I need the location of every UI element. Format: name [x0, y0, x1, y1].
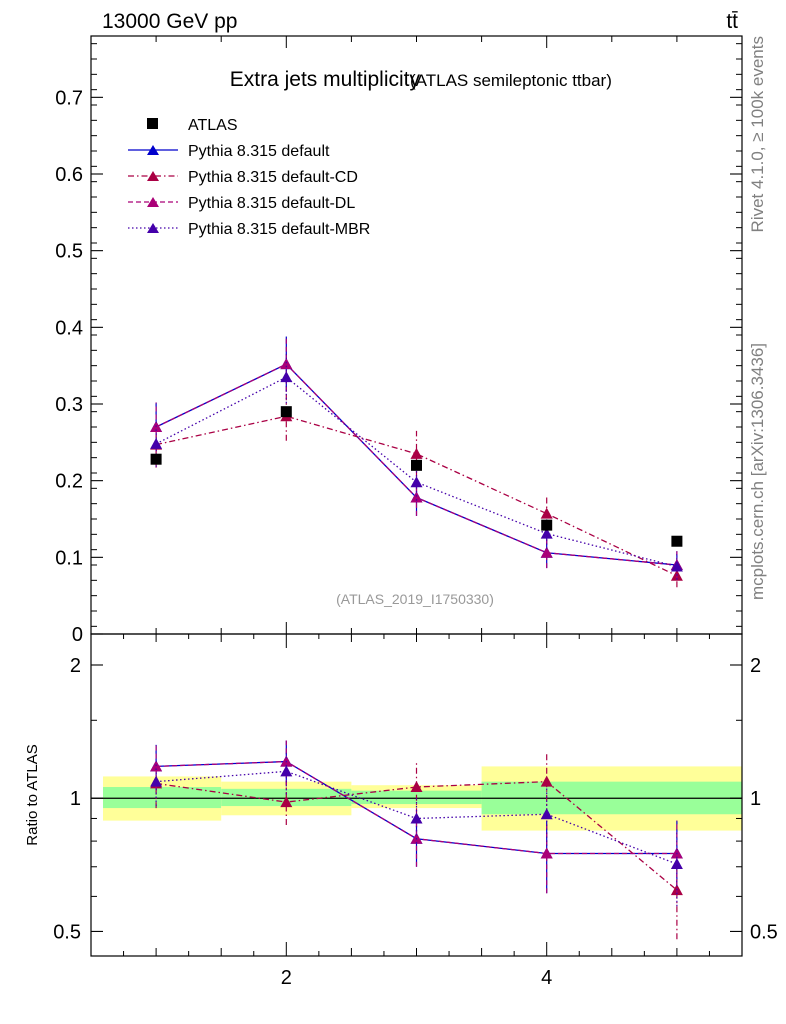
- ratio-ytick-label-right: 2: [750, 655, 761, 677]
- ratio-point-cd: [540, 775, 553, 787]
- main-point-mbr: [280, 371, 293, 383]
- main-ytick-label: 0: [72, 624, 83, 646]
- atlas-data-point: [150, 453, 162, 465]
- analysis-watermark: (ATLAS_2019_I1750330): [336, 591, 494, 607]
- main-point-dl: [540, 546, 553, 558]
- legend-label-cd: Pythia 8.315 default-CD: [188, 169, 358, 186]
- legend-label-mbr: Pythia 8.315 default-MBR: [188, 221, 370, 238]
- ratio-ytick-label-left: 1: [70, 788, 81, 810]
- main-ytick-label: 0.3: [55, 394, 83, 416]
- ratio-point-cd: [280, 796, 293, 808]
- plot-title: Extra jets multiplicity: [230, 68, 421, 91]
- ratio-band-inner: [103, 787, 222, 809]
- atlas-data-point: [541, 519, 553, 531]
- mcplots-label: mcplots.cern.ch [arXiv:1306.3436]: [748, 343, 767, 600]
- ratio-ytick-label-left: 0.5: [53, 921, 81, 943]
- main-point-mbr: [410, 476, 423, 488]
- main-point-mbr: [670, 560, 683, 572]
- ratio-point-mbr: [410, 812, 423, 824]
- ratio-point-mbr: [150, 775, 163, 787]
- main-ytick-label: 0.6: [55, 164, 83, 186]
- ratio-ylabel: Ratio to ATLAS: [24, 744, 41, 845]
- main-point-cd: [540, 507, 553, 519]
- main-ytick-label: 0.7: [55, 87, 83, 109]
- main-point-dl: [280, 358, 293, 370]
- main-ytick-label: 0.1: [55, 547, 83, 569]
- main-ytick-label: 0.5: [55, 241, 83, 263]
- main-series-atlas: [150, 406, 683, 547]
- ratio-point-dl: [540, 847, 553, 859]
- header-right: tt̄: [726, 10, 738, 33]
- atlas-data-point: [280, 406, 292, 418]
- plot-subtitle: (ATLAS semileptonic ttbar): [410, 71, 612, 90]
- legend-marker-dl: [147, 197, 159, 207]
- ratio-series-mbr: [150, 750, 683, 907]
- legend-marker-mbr: [147, 223, 159, 233]
- atlas-data-point: [411, 459, 422, 471]
- legend-label-default: Pythia 8.315 default: [188, 143, 330, 160]
- ratio-xtick-label: 4: [541, 967, 552, 989]
- main-ytick-label: 0.2: [55, 471, 83, 493]
- ratio-panel: 0.5 0.5 1 1 2 2 2 4 Ratio to ATLAS: [24, 633, 778, 989]
- main-point-mbr: [540, 527, 553, 539]
- header-left: 13000 GeV pp: [102, 10, 237, 33]
- ratio-xtick-label: 2: [281, 967, 292, 989]
- legend-marker-default: [147, 145, 159, 155]
- main-point-mbr: [150, 437, 163, 449]
- ratio-point-mbr: [670, 858, 683, 870]
- atlas-data-point: [671, 535, 683, 547]
- main-point-dl: [410, 491, 423, 503]
- ratio-point-mbr: [280, 765, 293, 777]
- main-line-cd: [155, 415, 678, 577]
- ratio-ytick-label-right: 0.5: [750, 921, 778, 943]
- ratio-line-cd: [156, 780, 678, 891]
- ratio-point-cd: [410, 781, 423, 793]
- ratio-point-mbr: [540, 808, 553, 820]
- main-panel: 0 0.1 0.2 0.3 0.4 0.5 0.6 0.7 Extra jets multip…: [55, 35, 743, 646]
- legend-marker-cd: [147, 171, 159, 181]
- main-series-mbr: [150, 351, 683, 580]
- legend-label-atlas: ATLAS: [188, 117, 238, 134]
- main-point-cd: [410, 447, 423, 459]
- legend: ATLAS Pythia 8.315 default Pythia 8.315 …: [128, 117, 370, 238]
- rivet-label: Rivet 4.1.0, ≥ 100k events: [748, 36, 767, 232]
- ratio-ytick-label-left: 2: [70, 655, 81, 677]
- main-ytick-label: 0.4: [55, 317, 83, 339]
- legend-marker-atlas: [147, 118, 158, 129]
- legend-label-dl: Pythia 8.315 default-DL: [188, 195, 355, 212]
- ratio-ytick-label-right: 1: [750, 788, 761, 810]
